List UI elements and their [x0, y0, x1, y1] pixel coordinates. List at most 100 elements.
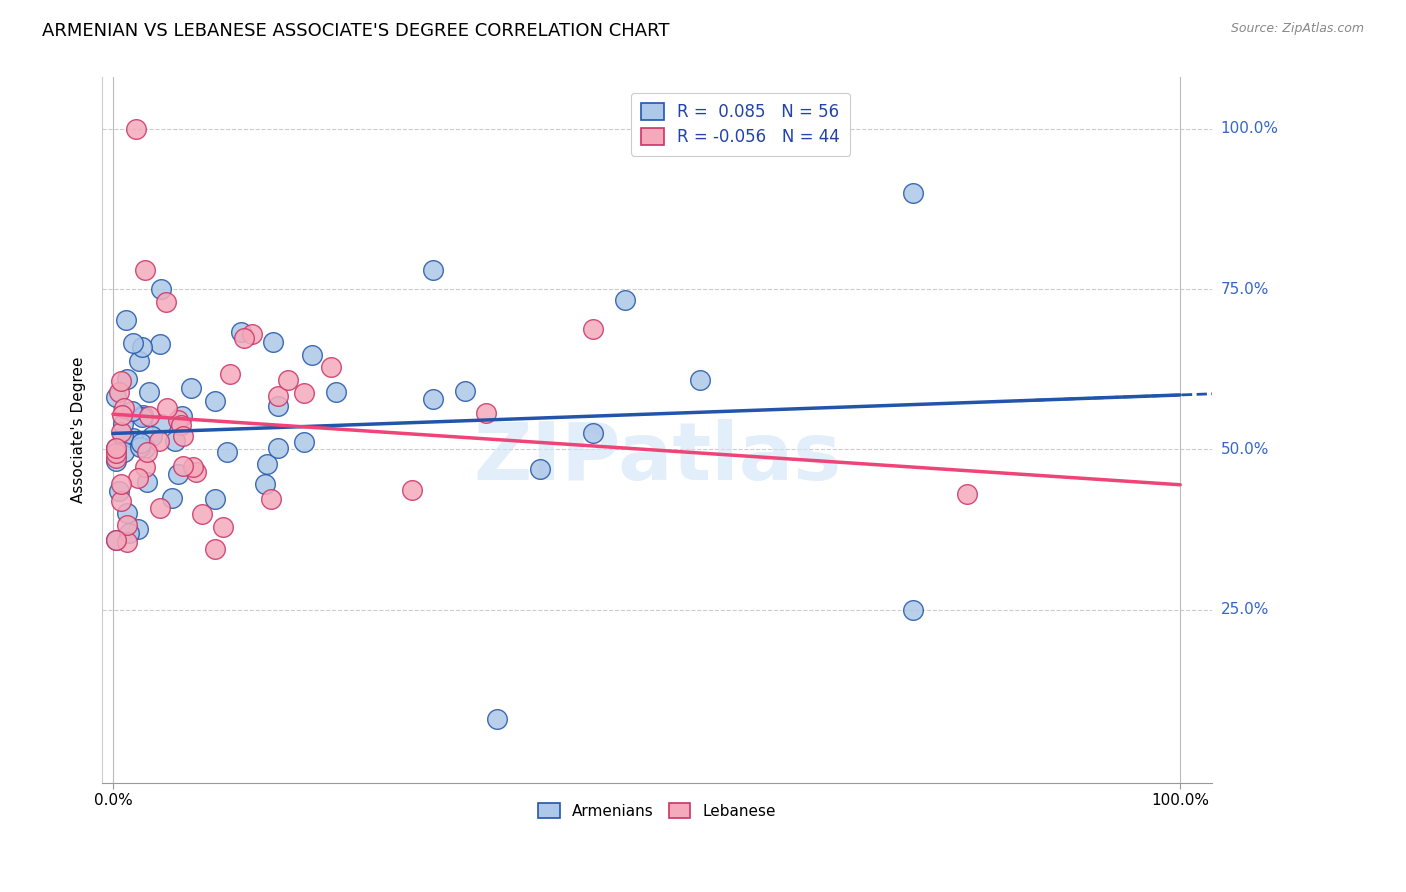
Point — [155, 295, 177, 310]
Point — [138, 409, 160, 423]
Point — [115, 313, 138, 327]
Point — [131, 408, 153, 422]
Point — [112, 428, 135, 442]
Point — [160, 491, 183, 506]
Point — [321, 359, 343, 374]
Point — [110, 425, 132, 439]
Point — [229, 325, 252, 339]
Point — [292, 434, 315, 449]
Point — [125, 121, 148, 136]
Point — [112, 401, 135, 416]
Point — [172, 459, 194, 474]
Point — [105, 441, 128, 455]
Point — [191, 507, 214, 521]
Point — [149, 336, 172, 351]
Point — [105, 391, 128, 405]
Point — [204, 542, 226, 557]
Point — [184, 465, 207, 479]
Point — [172, 409, 194, 423]
Point — [121, 404, 143, 418]
Point — [529, 462, 551, 476]
Point — [131, 340, 153, 354]
Point — [204, 492, 226, 507]
Point — [486, 712, 509, 726]
Point — [267, 441, 290, 455]
Point — [111, 408, 134, 422]
Point — [277, 373, 299, 387]
Point — [401, 483, 423, 498]
Point — [128, 440, 150, 454]
Point — [127, 522, 149, 536]
Point — [217, 444, 239, 458]
Point — [166, 467, 188, 481]
Point — [204, 394, 226, 409]
Point — [903, 603, 925, 617]
Point — [115, 518, 138, 533]
Point — [131, 409, 153, 424]
Point — [135, 475, 157, 489]
Text: ARMENIAN VS LEBANESE ASSOCIATE'S DEGREE CORRELATION CHART: ARMENIAN VS LEBANESE ASSOCIATE'S DEGREE … — [42, 22, 669, 40]
Point — [422, 392, 444, 406]
Point — [105, 446, 128, 460]
Point — [475, 406, 498, 420]
Point — [111, 417, 134, 431]
Point — [232, 331, 254, 345]
Point — [262, 334, 284, 349]
Point — [128, 354, 150, 368]
Point — [422, 263, 444, 277]
Point — [170, 417, 193, 432]
Point — [903, 186, 925, 200]
Point — [134, 263, 156, 277]
Point — [115, 371, 138, 385]
Point — [105, 533, 128, 548]
Legend: Armenians, Lebanese: Armenians, Lebanese — [533, 797, 782, 825]
Point — [180, 381, 202, 395]
Text: 25.0%: 25.0% — [1220, 602, 1268, 617]
Point — [582, 322, 605, 336]
Point — [105, 450, 128, 465]
Point — [121, 336, 143, 351]
Point — [110, 494, 132, 508]
Point — [108, 483, 131, 498]
Point — [172, 429, 194, 443]
Point — [301, 348, 323, 362]
Point — [256, 458, 278, 472]
Point — [108, 384, 131, 399]
Point — [259, 491, 281, 506]
Point — [148, 434, 170, 448]
Point — [582, 426, 605, 441]
Point — [956, 487, 979, 501]
Point — [181, 460, 204, 475]
Point — [325, 384, 347, 399]
Point — [110, 477, 132, 491]
Point — [156, 401, 179, 415]
Point — [218, 367, 240, 381]
Point — [212, 519, 235, 533]
Point — [117, 506, 139, 520]
Point — [134, 459, 156, 474]
Text: 75.0%: 75.0% — [1220, 282, 1268, 297]
Text: ZIPatlas: ZIPatlas — [472, 419, 841, 498]
Point — [112, 445, 135, 459]
Point — [150, 417, 173, 432]
Point — [165, 434, 187, 449]
Point — [134, 441, 156, 455]
Point — [115, 535, 138, 549]
Point — [454, 384, 477, 399]
Point — [138, 385, 160, 400]
Point — [127, 471, 149, 485]
Point — [136, 445, 159, 459]
Text: 100.0%: 100.0% — [1220, 121, 1278, 136]
Text: 50.0%: 50.0% — [1220, 442, 1268, 457]
Point — [266, 389, 288, 403]
Y-axis label: Associate's Degree: Associate's Degree — [72, 357, 86, 503]
Point — [105, 453, 128, 467]
Point — [118, 525, 141, 540]
Point — [167, 413, 190, 427]
Point — [614, 293, 637, 307]
Point — [141, 429, 163, 443]
Point — [148, 501, 170, 516]
Point — [129, 435, 152, 450]
Text: Source: ZipAtlas.com: Source: ZipAtlas.com — [1230, 22, 1364, 36]
Point — [240, 326, 263, 341]
